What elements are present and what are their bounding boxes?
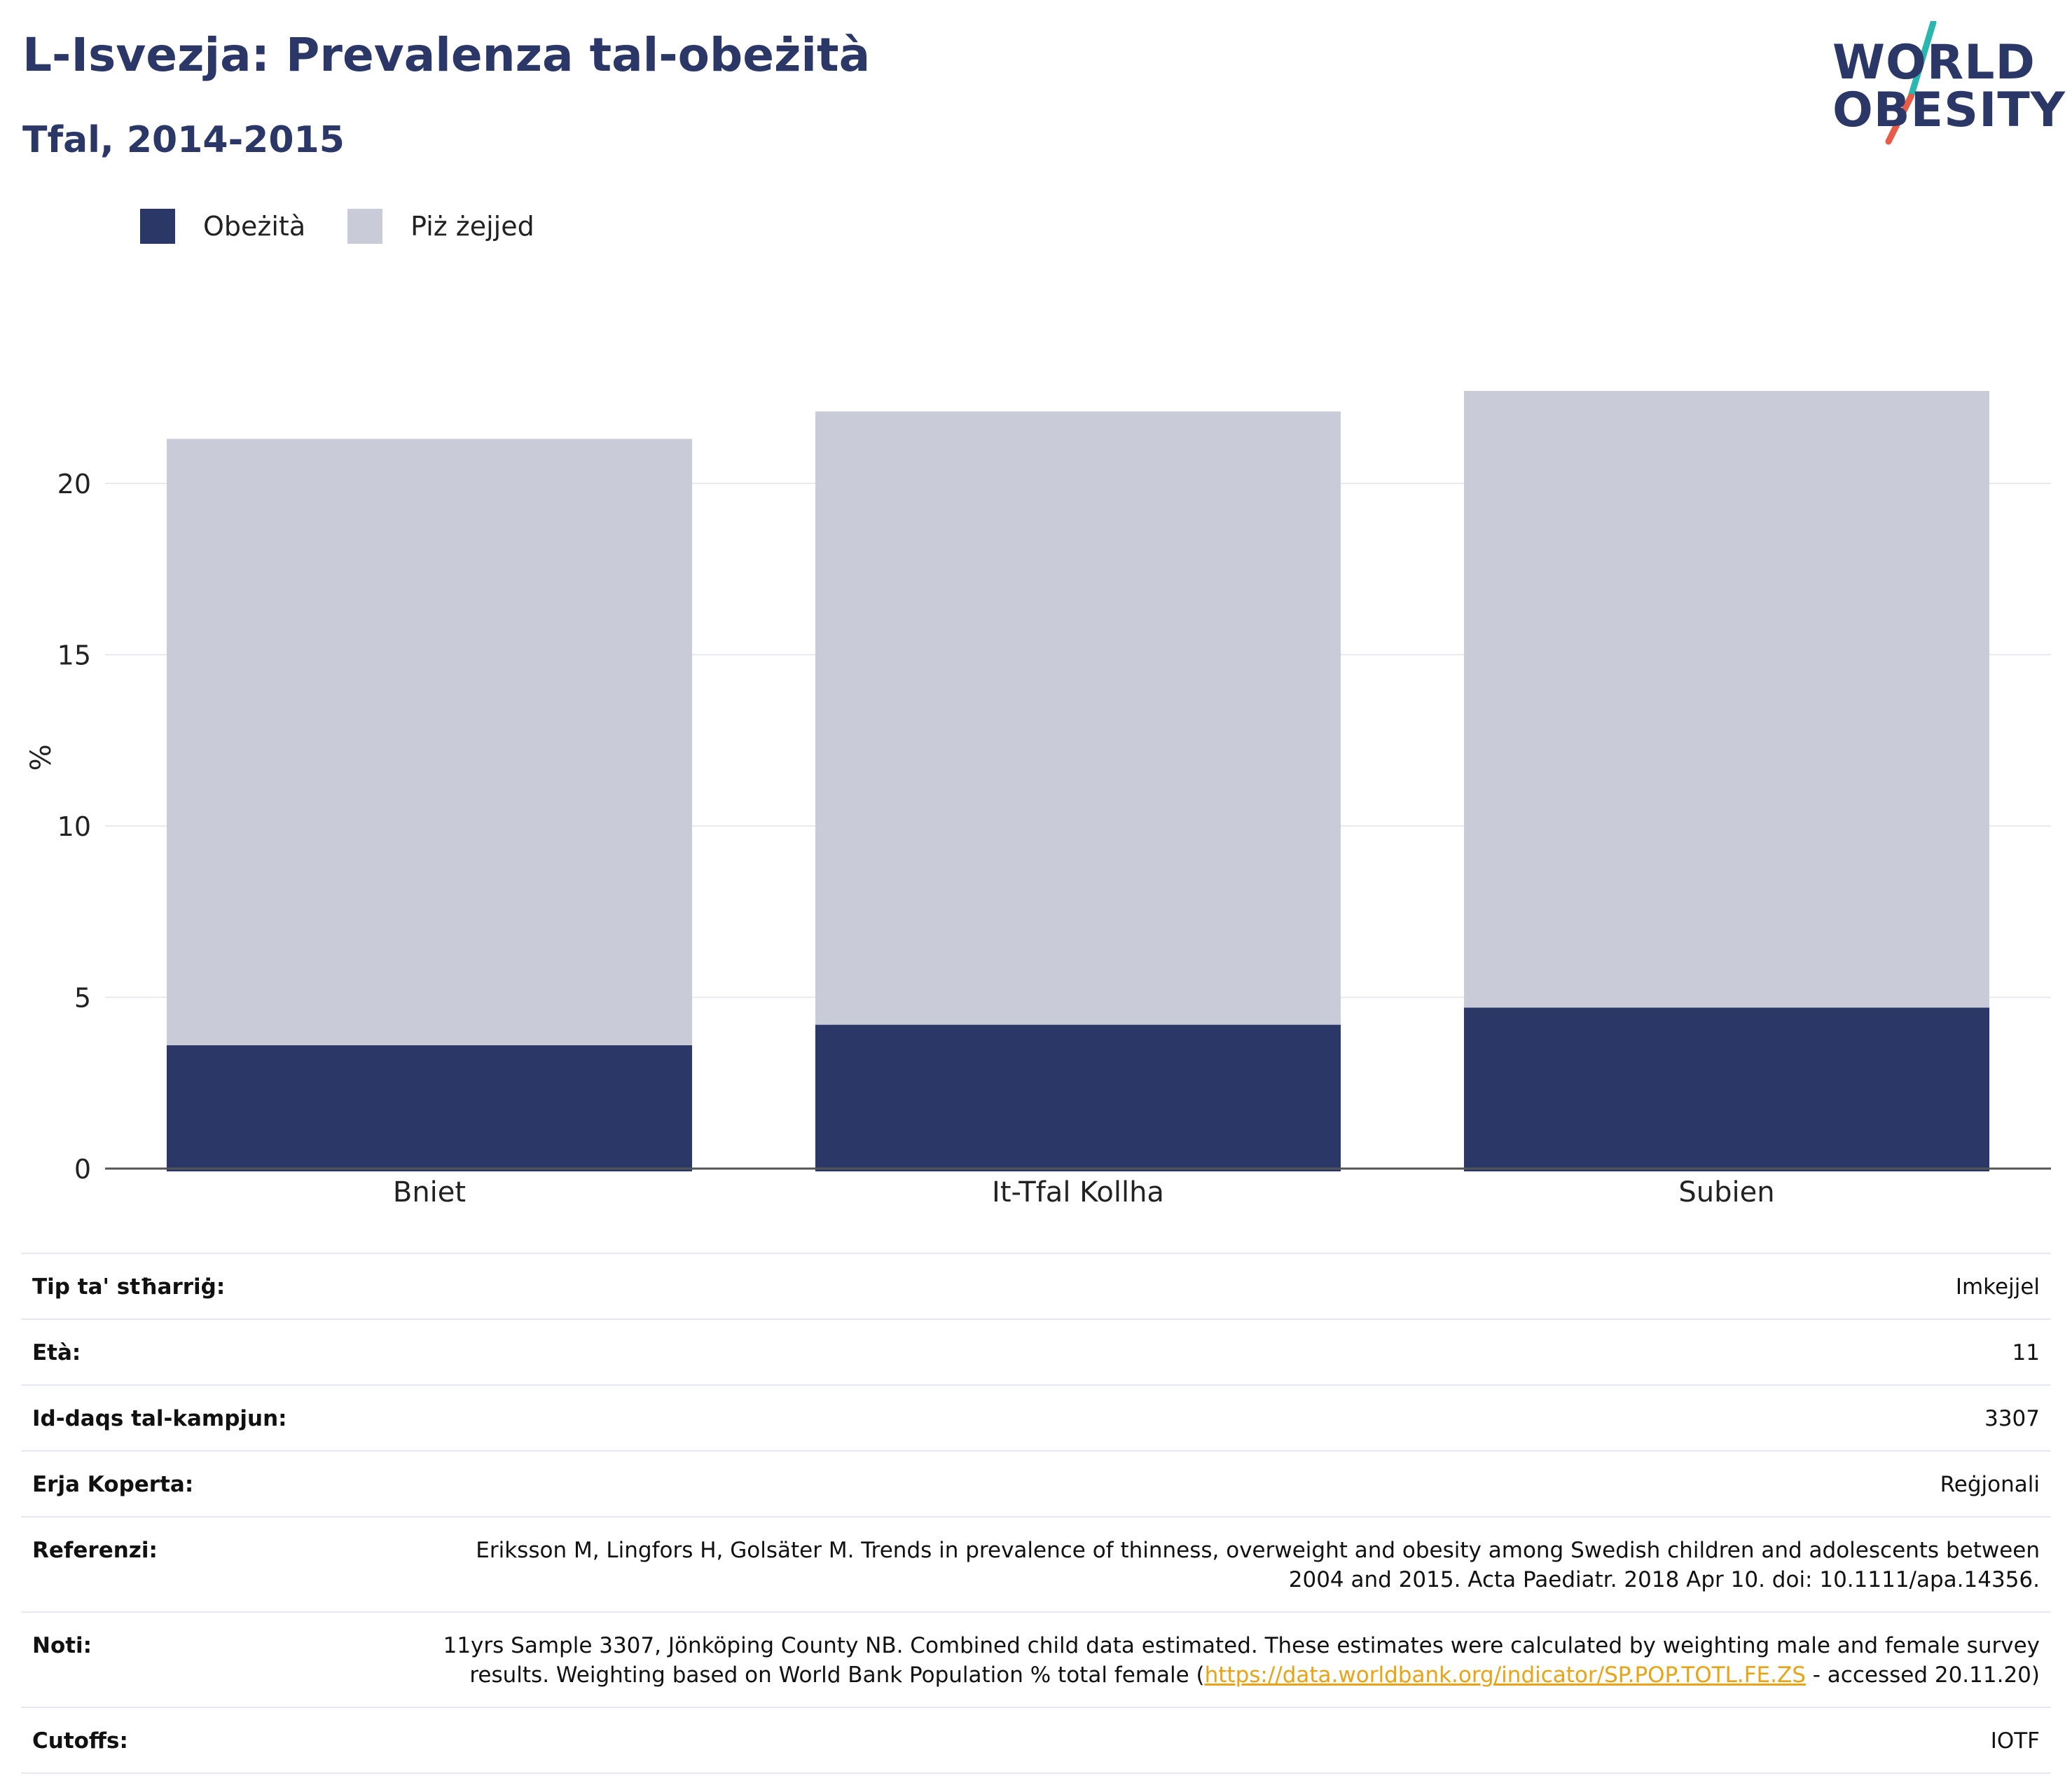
info-value: Reġjonali <box>1940 1470 2040 1499</box>
info-key: Id-daqs tal-kampjun: <box>32 1406 287 1431</box>
legend-swatch-overweight <box>347 209 383 244</box>
x-tick-label: Subien <box>1678 1176 1774 1209</box>
y-tick-label: 5 <box>74 983 91 1014</box>
info-value-suffix: - accessed 20.11.20) <box>1805 1662 2040 1688</box>
info-link[interactable]: https://data.worldbank.org/indicator/SP.… <box>1204 1662 1806 1688</box>
bar-overweight <box>1463 390 1990 1008</box>
logo-slash-icon <box>1885 21 1937 145</box>
info-value-text: Reġjonali <box>1940 1472 2040 1497</box>
info-key: Tip ta' stħarriġ: <box>32 1274 226 1300</box>
info-row: Cutoffs: IOTF <box>21 1708 2051 1774</box>
info-value-text: Eriksson M, Lingfors H, Golsäter M. Tren… <box>476 1538 2040 1592</box>
page-subtitle: Tfal, 2014-2015 <box>22 119 345 161</box>
info-row: Noti: 11yrs Sample 3307, Jönköping County… <box>21 1613 2051 1708</box>
x-tick-label: It-Tfal Kollha <box>992 1176 1164 1209</box>
legend-item-overweight[interactable]: Piż żejjed <box>347 209 534 244</box>
info-value: 11 <box>2012 1338 2040 1368</box>
info-key: Referenzi: <box>32 1538 158 1563</box>
info-value: IOTF <box>1991 1726 2040 1756</box>
world-obesity-logo: WORLD OBESITY <box>1821 21 2065 147</box>
y-tick-label: 15 <box>57 640 91 671</box>
info-value-text: Imkejjel <box>1955 1274 2040 1300</box>
info-value-text: 3307 <box>1984 1406 2040 1431</box>
y-tick-label: 20 <box>57 469 91 500</box>
bar-overweight <box>166 439 693 1045</box>
y-axis-label: % <box>25 744 57 771</box>
bar-overweight <box>815 411 1341 1025</box>
logo-text-world: WORLD <box>1832 35 2036 90</box>
info-value: Eriksson M, Lingfors H, Golsäter M. Tren… <box>429 1536 2040 1595</box>
bar-obesity <box>1463 1007 1990 1171</box>
info-key: Cutoffs: <box>32 1728 128 1754</box>
info-value: Imkejjel <box>1956 1272 2040 1302</box>
legend-item-obesity[interactable]: Obeżità <box>140 209 305 244</box>
chart-legend: Obeżità Piż żejjed <box>140 207 576 246</box>
legend-label-overweight: Piż żejjed <box>410 211 534 242</box>
logo-text-obesity: OBESITY <box>1832 83 2066 138</box>
legend-swatch-obesity <box>140 209 175 244</box>
page-title: L-Isvezja: Prevalenza tal-obeżità <box>22 28 871 82</box>
info-value-text: 11yrs Sample 3307, Jönköping County NB. … <box>443 1633 2040 1688</box>
stacked-bar-chart: 0 5 10 15 20% Bniet It-Tfal Kollha Subien <box>25 390 2051 1209</box>
info-value: 3307 <box>1984 1404 2040 1433</box>
bar-obesity <box>815 1024 1341 1171</box>
info-row: Erja Koperta: Reġjonali <box>21 1452 2051 1517</box>
y-tick-label: 0 <box>74 1154 91 1185</box>
info-row: Referenzi: Eriksson M, Lingfors H, Golsät… <box>21 1517 2051 1613</box>
info-key: Noti: <box>32 1633 92 1658</box>
info-key: Erja Koperta: <box>32 1472 194 1497</box>
info-row: Tip ta' stħarriġ: Imkejjel <box>21 1254 2051 1320</box>
info-row: Età: 11 <box>21 1320 2051 1386</box>
x-tick-label: Bniet <box>393 1176 466 1209</box>
y-tick-label: 10 <box>57 811 91 842</box>
info-value: 11yrs Sample 3307, Jönköping County NB. … <box>429 1631 2040 1690</box>
info-value-text: IOTF <box>1990 1728 2040 1754</box>
info-row: Id-daqs tal-kampjun: 3307 <box>21 1386 2051 1452</box>
info-value-text: 11 <box>2012 1340 2040 1365</box>
survey-info-table: Tip ta' stħarriġ: Imkejjel Età: 11 Id-daqs t… <box>21 1253 2051 1774</box>
bar-obesity <box>166 1045 693 1171</box>
legend-label-obesity: Obeżità <box>203 211 306 242</box>
info-key: Età: <box>32 1340 81 1365</box>
